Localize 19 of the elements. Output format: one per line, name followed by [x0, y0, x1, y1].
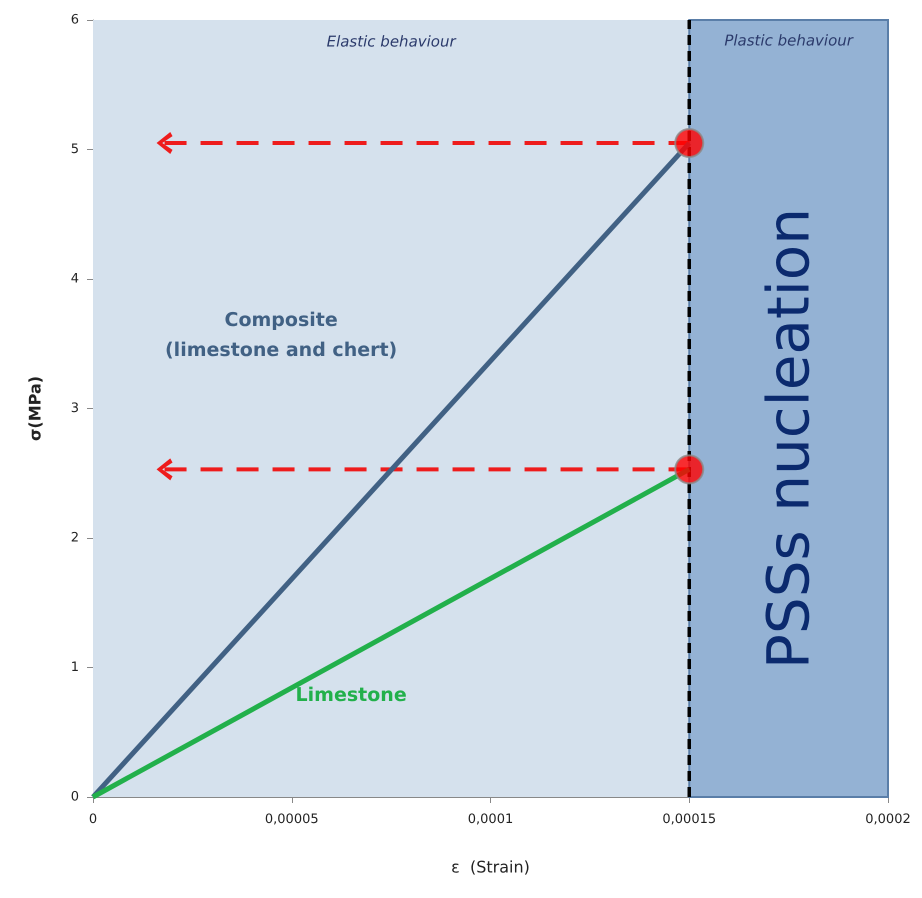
series-label: Limestone [296, 684, 407, 706]
y-tick-label: 6 [70, 12, 79, 28]
x-tick-label: 0,00005 [264, 812, 319, 827]
y-axis-title: σ(MPa) [26, 376, 44, 442]
x-tick-label: 0 [88, 812, 98, 827]
x-axis-title: ε (Strain) [451, 858, 530, 876]
x-tick-label: 0,00015 [662, 812, 716, 827]
y-tick-label: 0 [70, 790, 79, 804]
band-label: Plastic behaviour [724, 32, 854, 50]
y-tick-label: 5 [70, 142, 79, 157]
y-tick-label: 3 [70, 401, 79, 416]
x-tick-label: 0,0002 [865, 812, 911, 827]
text: Composite (limestone and chert) [165, 309, 398, 362]
y-tick-label: 1 [70, 660, 79, 675]
annotation: PSSs nucleation [754, 208, 823, 670]
y-tick-label: 4 [70, 272, 79, 286]
x-tick-label: 0,0001 [468, 812, 514, 827]
y-tick-label: 2 [70, 530, 79, 546]
band-label: Elastic behaviour [326, 32, 456, 50]
